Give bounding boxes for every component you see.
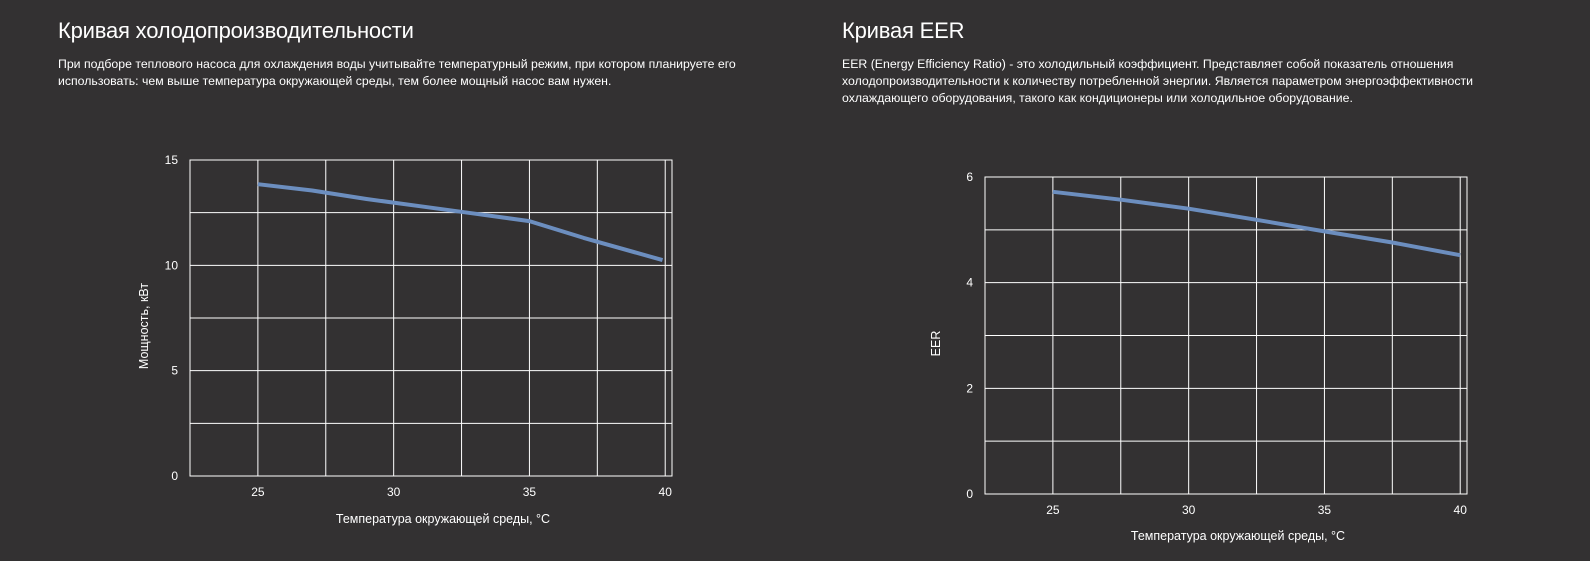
cooling-y-axis-label: Мощность, кВт [137, 283, 151, 369]
cooling-x-tick-label: 25 [251, 485, 265, 499]
eer-y-tick-label: 4 [966, 276, 973, 290]
eer-y-axis-label: EER [929, 331, 943, 357]
eer-series-line [1052, 189, 1461, 258]
cooling-x-axis-label: Температура окружающей среды, °C [336, 512, 550, 526]
cooling-x-tick-label: 40 [659, 485, 673, 499]
eer-y-tick-label: 0 [966, 487, 973, 501]
eer-x-tick-label: 25 [1046, 503, 1060, 517]
eer-x-tick-label: 40 [1454, 503, 1468, 517]
cooling-y-tick-label: 15 [165, 153, 179, 167]
cooling-y-tick-label: 10 [165, 258, 179, 272]
cooling-x-tick-label: 30 [387, 485, 401, 499]
cooling-capacity-title: Кривая холодопроизводительности [58, 18, 414, 43]
eer-title: Кривая EER [842, 18, 965, 43]
eer-x-tick-label: 35 [1318, 503, 1332, 517]
cooling-y-tick-label: 5 [171, 364, 178, 378]
cooling-capacity-description: При подборе теплового насоса для охлажде… [58, 57, 736, 88]
eer-x-tick-label: 30 [1182, 503, 1196, 517]
eer-y-tick-label: 2 [966, 381, 973, 395]
cooling-plot-frame [189, 159, 673, 477]
eer-y-tick-label: 6 [966, 170, 973, 184]
cooling-series-line [257, 182, 664, 263]
eer-description: EER (Energy Efficiency Ratio) - это холо… [842, 57, 1474, 105]
cooling-y-tick-label: 0 [171, 469, 178, 483]
eer-plot-frame [984, 176, 1468, 495]
eer-x-axis-label: Температура окружающей среды, °C [1131, 529, 1345, 543]
cooling-x-tick-label: 35 [523, 485, 537, 499]
